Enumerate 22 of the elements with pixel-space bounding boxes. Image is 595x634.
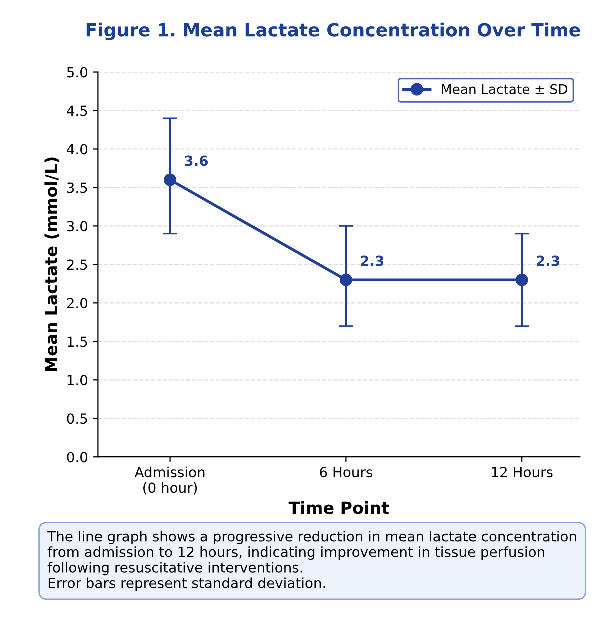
- data-label: 2.3: [537, 256, 560, 266]
- x-tick-label: Admission (0 hour): [134, 466, 205, 495]
- y-axis-title: Mean Lactate (mmol/L): [44, 158, 60, 372]
- data-label: 3.6: [185, 156, 208, 166]
- y-tick-label: 2.5: [67, 260, 88, 270]
- y-tick-label: 2.0: [67, 298, 88, 309]
- y-tick-label: 3.0: [67, 221, 88, 232]
- data-label: 2.3: [361, 256, 384, 266]
- y-tick-label: 1.5: [68, 336, 88, 348]
- y-tick-label: 3.5: [67, 182, 88, 194]
- y-tick-label: 1.0: [68, 375, 88, 386]
- x-tick-label: 6 Hours: [320, 467, 372, 478]
- y-tick-label: 4.5: [67, 106, 88, 116]
- x-tick-label: 12 Hours: [492, 467, 553, 478]
- y-tick-label: 5.0: [67, 67, 88, 78]
- x-axis-title: Time Point: [288, 501, 390, 514]
- legend-label: Mean Lactate ± SD: [442, 84, 568, 94]
- y-tick-label: 0.5: [67, 414, 88, 424]
- y-tick-label: 0.0: [67, 452, 88, 463]
- chart-title: Figure 1. Mean Lactate Concentration Over Time: [86, 22, 580, 41]
- text: The line graph shows a progressive reduction in mean lactate concentration from admission to 12 hours, indicating improvement in tissue perfusion following resuscitative interventions. Error bars represent standard deviation.: [48, 531, 576, 592]
- y-tick-label: 4.0: [67, 144, 88, 155]
